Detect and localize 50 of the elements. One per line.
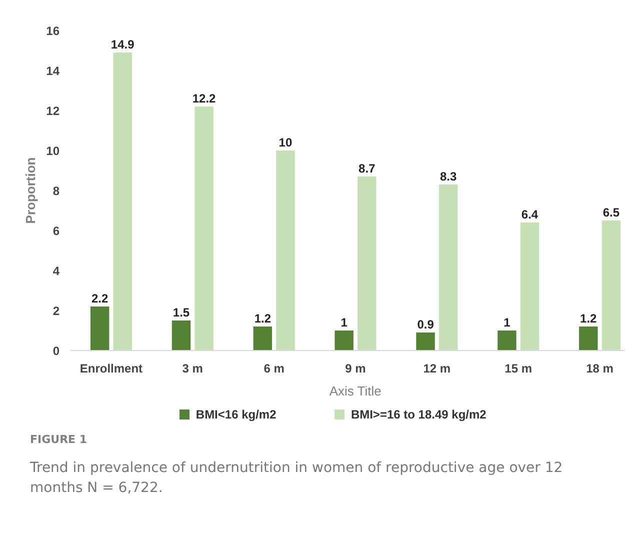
data-label: 6.5 bbox=[602, 206, 620, 220]
data-label: 6.4 bbox=[521, 208, 538, 222]
x-tick-label: 18 m bbox=[586, 362, 614, 376]
x-tick-label: 9 m bbox=[345, 362, 366, 376]
x-axis-title: Axis Title bbox=[329, 384, 382, 398]
bar bbox=[520, 222, 540, 350]
data-label: 2.2 bbox=[91, 292, 108, 306]
y-tick-label: 6 bbox=[52, 224, 60, 238]
y-tick-label: 10 bbox=[46, 144, 60, 158]
bar bbox=[90, 306, 110, 350]
data-label: 1.2 bbox=[254, 312, 272, 326]
bar bbox=[194, 106, 214, 350]
data-label: 12.2 bbox=[192, 92, 216, 106]
data-label: 1.2 bbox=[580, 312, 598, 326]
y-tick-label: 2 bbox=[52, 304, 60, 318]
bar bbox=[113, 52, 132, 350]
x-tick-label: Enrollment bbox=[80, 362, 143, 376]
legend-label: BMI>=16 to 18.49 kg/m2 bbox=[350, 408, 487, 422]
data-label: 1 bbox=[504, 316, 511, 330]
bar bbox=[172, 320, 191, 350]
y-tick-label: 16 bbox=[46, 24, 60, 38]
y-tick-label: 8 bbox=[52, 184, 60, 198]
bar bbox=[334, 330, 354, 350]
bar bbox=[579, 326, 598, 350]
y-tick-label: 0 bbox=[52, 344, 60, 358]
data-label: 1 bbox=[340, 316, 348, 330]
x-tick-label: 15 m bbox=[504, 362, 532, 376]
y-tick-label: 4 bbox=[52, 264, 60, 278]
text: Trend in prevalence of undernutrition in women of reproductive age over 12 months N = 6,722. bbox=[30, 458, 564, 498]
data-label: 8.7 bbox=[358, 162, 376, 176]
bar bbox=[602, 220, 621, 350]
bar bbox=[438, 184, 458, 350]
x-tick-label: 12 m bbox=[423, 362, 451, 376]
data-label: 14.9 bbox=[110, 38, 135, 52]
bar bbox=[253, 326, 272, 350]
caption: FIGURE 1 bbox=[30, 432, 88, 448]
data-label: 10 bbox=[278, 136, 292, 150]
data-label: 8.3 bbox=[440, 170, 457, 184]
bar bbox=[498, 330, 516, 350]
bar bbox=[276, 150, 295, 350]
data-label: 1.5 bbox=[172, 306, 190, 320]
x-tick-label: 6 m bbox=[264, 362, 284, 376]
x-tick-label: 3 m bbox=[182, 362, 203, 376]
y-tick-label: 12 bbox=[46, 104, 60, 118]
bar bbox=[358, 176, 376, 350]
y-tick-label: 14 bbox=[46, 64, 60, 78]
bar bbox=[416, 332, 435, 350]
legend-label: BMI<16 kg/m2 bbox=[196, 408, 277, 422]
data-label: 0.9 bbox=[417, 318, 434, 332]
y-axis-title: Proportion bbox=[23, 157, 38, 224]
